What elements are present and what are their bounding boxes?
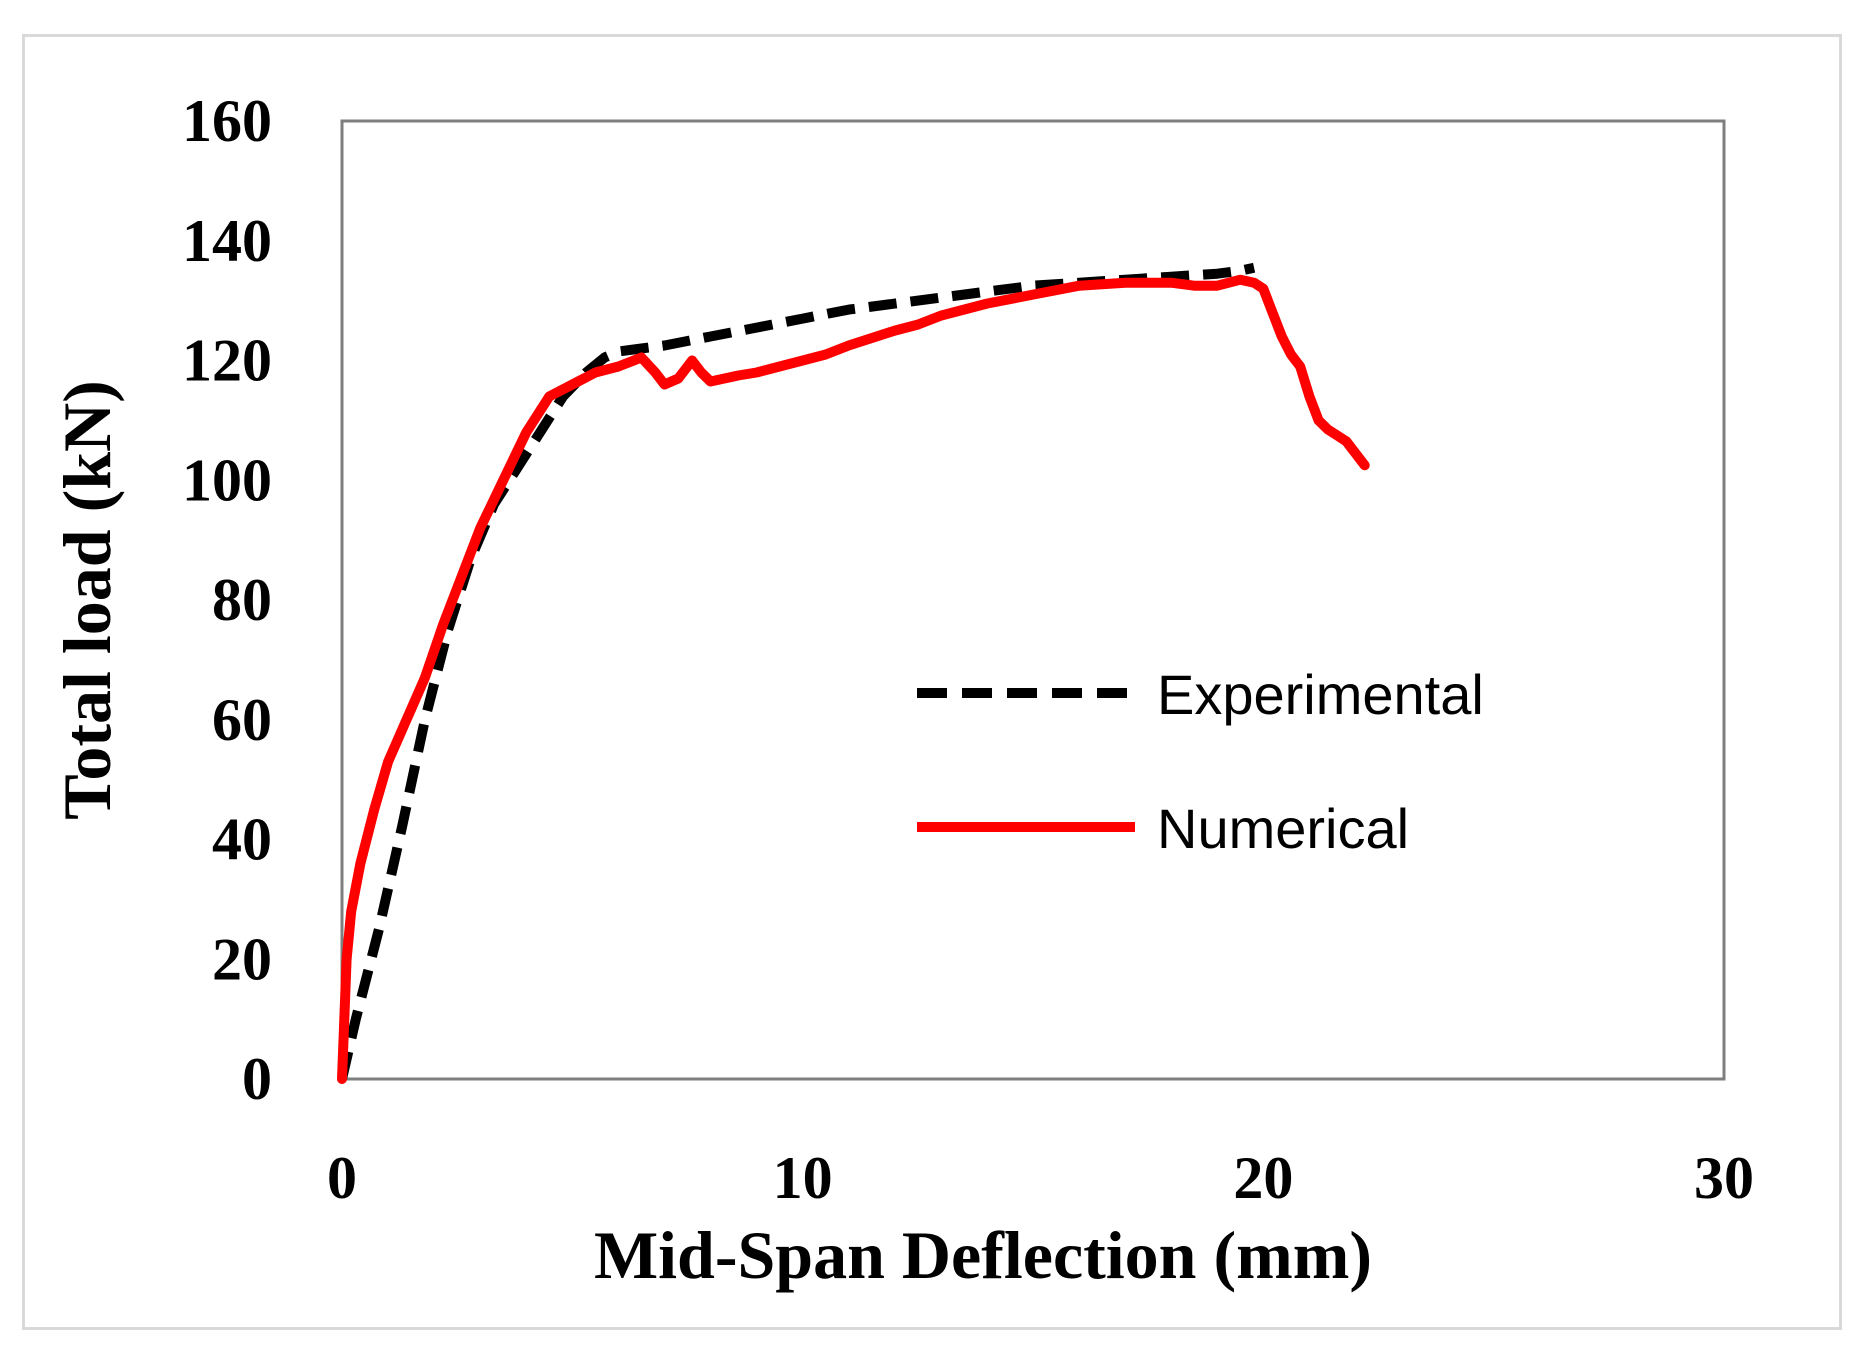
series-lines (337, 262, 1370, 1084)
y-tick-labels: 0 20 40 60 80 100 120 140 160 (182, 88, 272, 1112)
series-line-numerical (337, 274, 1370, 1084)
x-tick-label: 20 (1233, 1145, 1293, 1211)
legend: Experimental Numerical (917, 663, 1484, 860)
y-tick-label: 0 (242, 1046, 272, 1112)
y-axis-title: Total load (kN) (49, 380, 125, 820)
y-tick-label: 40 (212, 807, 272, 873)
chart-frame (22, 34, 1842, 1330)
x-tick-label: 10 (773, 1145, 833, 1211)
y-tick-label: 20 (212, 926, 272, 992)
y-tick-label: 80 (212, 567, 272, 633)
y-tick-label: 100 (182, 447, 272, 513)
plot-area (340, 119, 1726, 1081)
legend-numerical-label: Numerical (1157, 797, 1409, 860)
y-tick-label: 140 (182, 208, 272, 274)
x-tick-labels: 0 10 20 30 (327, 1145, 1754, 1211)
y-tick-label: 120 (182, 328, 272, 394)
y-tick-label: 60 (212, 687, 272, 753)
x-axis-title: Mid-Span Deflection (mm) (594, 1217, 1372, 1293)
y-tick-label: 160 (182, 88, 272, 154)
series-line-experimental (337, 262, 1256, 1081)
legend-experimental-label: Experimental (1157, 663, 1484, 726)
x-tick-label: 30 (1694, 1145, 1754, 1211)
x-tick-label: 0 (327, 1145, 357, 1211)
